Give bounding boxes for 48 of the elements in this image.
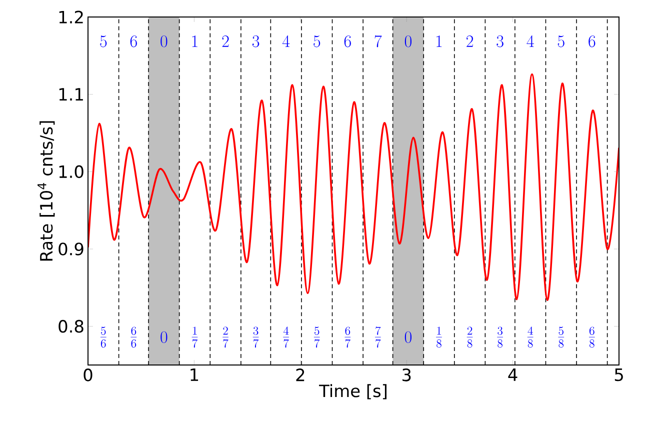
annotation: $\frac{1}{7}$	[192, 326, 198, 348]
y-tick-label: 0.9	[58, 242, 84, 256]
annotation: $\frac{5}{7}$	[314, 326, 320, 348]
annotation: $5$	[100, 36, 107, 48]
y-axis-title: Rate [10$^{4}$ cnts/s]	[38, 121, 55, 261]
annotation: $\frac{1}{8}$	[436, 326, 442, 348]
annotation: $5$	[558, 36, 564, 48]
annotation: $\frac{6}{6}$	[130, 326, 137, 348]
annotation: $0$	[160, 36, 168, 48]
annotation: $2$	[222, 36, 229, 47]
y-tick-label: 1.2	[59, 10, 83, 24]
x-tick-label: 0	[84, 368, 92, 382]
annotation: $1$	[192, 36, 198, 47]
annotation: $6$	[588, 36, 596, 48]
annotation: $7$	[374, 35, 382, 48]
x-axis-title: Time [s]	[319, 384, 386, 400]
annotation: $\frac{2}{8}$	[466, 326, 473, 348]
annotation: $0$	[404, 331, 412, 343]
y-tick-label: 0.8	[58, 320, 84, 333]
y-tick-label: 1.0	[59, 165, 84, 178]
annotation: $0$	[160, 331, 168, 343]
annotation: $\frac{7}{7}$	[375, 326, 381, 348]
annotation: $4$	[282, 35, 290, 47]
annotation: $\frac{4}{7}$	[283, 326, 289, 348]
annotation: $\frac{6}{7}$	[344, 326, 351, 348]
annotation: $3$	[252, 36, 260, 48]
x-tick-label: 1	[190, 368, 198, 381]
annotation: $5$	[314, 36, 320, 48]
annotation: $\frac{5}{8}$	[558, 326, 564, 348]
annotation: $\frac{3}{7}$	[252, 326, 259, 348]
x-tick-label: 2	[296, 368, 304, 382]
y-tick-label: 1.1	[59, 88, 83, 101]
annotation: $\frac{3}{8}$	[497, 326, 503, 348]
annotation: $6$	[130, 36, 137, 48]
annotation: $\frac{4}{8}$	[527, 326, 534, 348]
annotation: $2$	[466, 36, 474, 47]
x-tick-label: 3	[402, 368, 411, 382]
annotation: $3$	[496, 36, 504, 48]
annotation: $1$	[436, 36, 442, 47]
line-series	[88, 73, 620, 301]
annotation: $\frac{5}{6}$	[100, 326, 106, 348]
annotation: $\frac{2}{7}$	[222, 326, 228, 348]
x-tick-label: 5	[614, 368, 623, 382]
x-tick-label: 4	[508, 368, 518, 381]
annotation: $6$	[344, 36, 351, 48]
annotation: $4$	[526, 35, 534, 47]
annotation: $0$	[404, 36, 412, 48]
annotation: $\frac{6}{8}$	[588, 326, 595, 348]
